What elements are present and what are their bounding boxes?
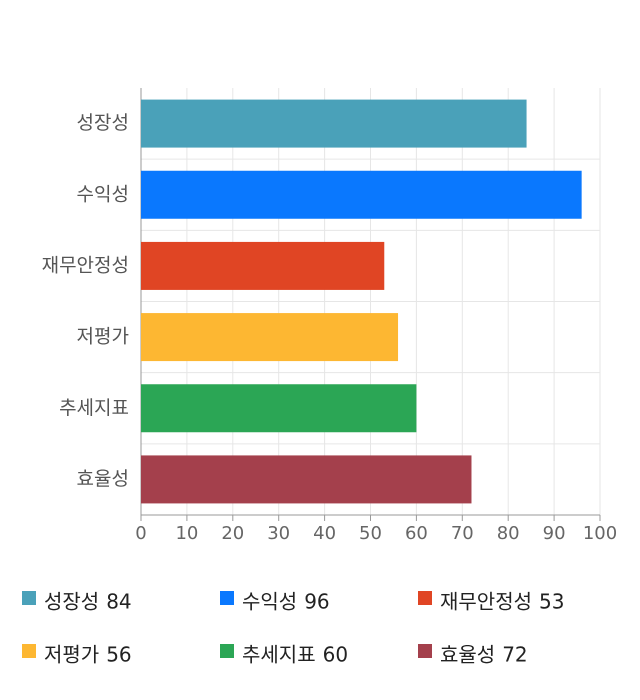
legend-label: 효율성 [440,643,495,667]
legend-value: 84 [106,590,131,614]
y-tick-label: 추세지표 [59,397,129,419]
x-tick-label: 20 [221,523,244,544]
x-tick-label: 30 [267,523,290,544]
bar [141,313,399,362]
legend-swatch [418,591,432,605]
bar [141,455,472,504]
x-tick-label: 70 [451,523,474,544]
bar [141,241,385,290]
legend-label: 저평가 [44,643,99,667]
legend-value: 53 [539,590,564,614]
legend-value: 72 [502,643,527,667]
legend-swatch [418,644,432,658]
legend-swatch [220,644,234,658]
bar [141,170,582,219]
legend-value: 56 [106,643,131,667]
legend-label: 수익성 [242,590,297,614]
bar [141,99,527,148]
y-tick-label: 수익성 [77,183,129,205]
legend-swatch [22,644,36,658]
x-tick-label: 0 [135,523,146,544]
legend-label: 추세지표 [242,643,316,667]
legend-value: 60 [323,643,348,667]
legend-value: 96 [304,590,329,614]
x-tick-label: 60 [405,523,428,544]
legend-label: 재무안정성 [440,590,532,614]
x-tick-label: 40 [313,523,336,544]
y-tick-label: 저평가 [77,326,129,348]
x-tick-label: 80 [497,523,520,544]
x-tick-label: 50 [359,523,382,544]
x-tick-label: 100 [583,523,617,544]
x-tick-label: 90 [543,523,566,544]
y-tick-label: 성장성 [77,112,129,134]
legend-swatch [220,591,234,605]
y-tick-label: 효율성 [77,468,129,490]
x-tick-label: 10 [175,523,198,544]
legend-label: 성장성 [44,590,99,614]
bar [141,384,417,433]
legend-swatch [22,591,36,605]
y-tick-label: 재무안정성 [42,254,129,276]
